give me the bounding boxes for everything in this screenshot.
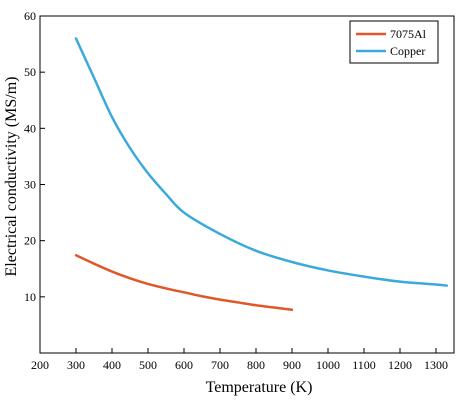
y-axis-label: Electrical conductivity (MS/m) (3, 77, 20, 277)
x-tick-label: 200 (31, 358, 49, 372)
x-tick-label: 400 (103, 358, 121, 372)
legend-entry-label: Copper (390, 44, 425, 58)
x-tick-label: 600 (175, 358, 193, 372)
series-line-copper (74, 37, 449, 287)
y-tick-label: 20 (24, 234, 36, 248)
y-tick-label: 40 (24, 121, 36, 135)
x-tick-label: 900 (283, 358, 301, 372)
axes (39, 15, 455, 354)
legend: 7075Al Copper (349, 20, 439, 64)
x-tick-label: 1100 (352, 358, 376, 372)
x-tick-label: 700 (211, 358, 229, 372)
x-tick-label: 300 (67, 358, 85, 372)
x-tick-label: 1200 (388, 358, 412, 372)
y-tick-label: 60 (24, 9, 36, 23)
y-tick-label: 10 (24, 290, 36, 304)
ticks: 200 300 400 500 600 700 800 900 1000 1100 1200 1300… (24, 9, 448, 372)
x-axis-label: Temperature (K) (206, 379, 313, 396)
y-tick-label: 50 (24, 65, 36, 79)
x-tick-label: 500 (139, 358, 157, 372)
series-line-7075al (74, 254, 294, 311)
plot-frame (39, 15, 455, 354)
legend-box (349, 20, 439, 64)
x-tick-label: 800 (247, 358, 265, 372)
y-tick-label: 30 (24, 178, 36, 192)
series-group (74, 37, 449, 311)
x-tick-label: 1000 (316, 358, 340, 372)
x-tick-label: 1300 (424, 358, 448, 372)
legend-entry-label: 7075Al (390, 27, 427, 41)
